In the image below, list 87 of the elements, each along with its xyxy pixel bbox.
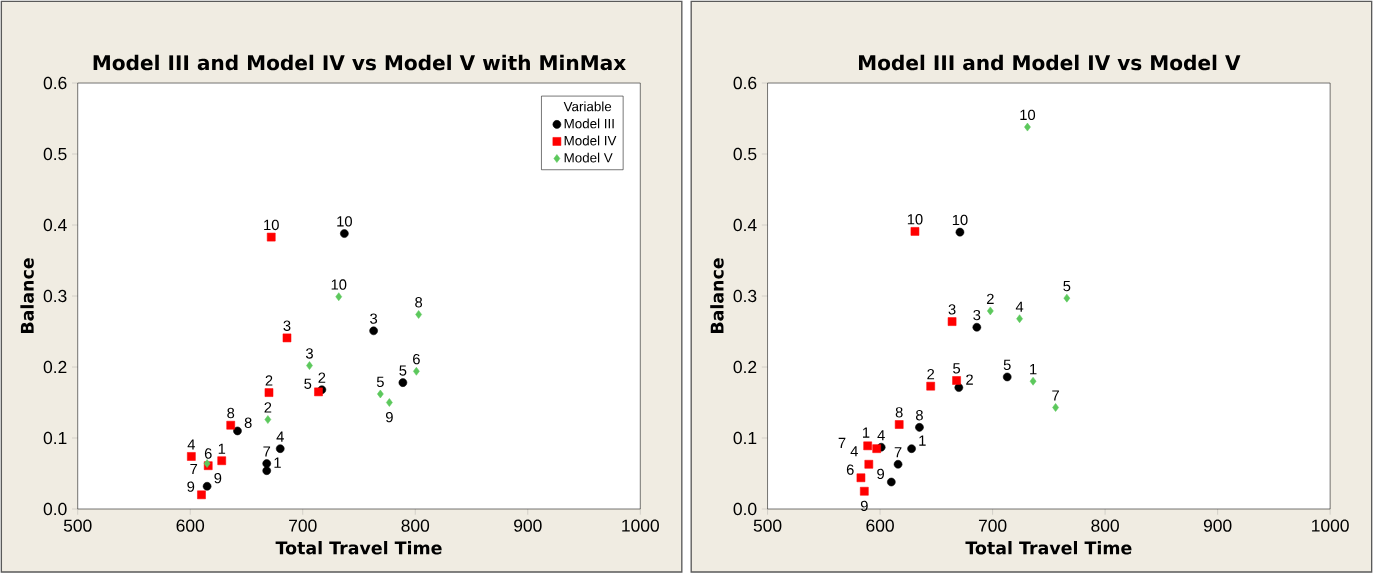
- annotation: 5: [376, 376, 384, 387]
- annotation: 3: [283, 320, 291, 331]
- annotation: 7: [1052, 390, 1059, 401]
- x-tick-label: 900: [1203, 519, 1232, 532]
- annotation: 10: [952, 214, 968, 226]
- x-tick-label: 900: [514, 519, 542, 532]
- y-tick-label: 0.2: [43, 360, 67, 374]
- legend-label: Model V: [564, 152, 613, 163]
- annotation: 4: [1015, 301, 1024, 312]
- annotation: 5: [1003, 359, 1011, 370]
- annotation: 2: [927, 368, 935, 380]
- annotation: 1: [218, 443, 226, 454]
- legend-label: Model III: [564, 118, 614, 129]
- chart-title: Model III and Model IV vs Model V with MinMax: [93, 54, 626, 71]
- annotation: 10: [1020, 109, 1036, 120]
- x-tick-label: 800: [401, 519, 430, 532]
- annotation: 2: [318, 372, 326, 383]
- y-tick-label: 0.0: [733, 502, 757, 516]
- annotation: 5: [1063, 280, 1071, 292]
- annotation: 5: [953, 363, 961, 374]
- annotation: 4: [877, 430, 885, 441]
- annotation: 10: [331, 279, 347, 290]
- x-tick-label: 500: [63, 519, 92, 532]
- chart-title: Model III and Model IV vs Model V: [859, 54, 1241, 71]
- annotation: 8: [915, 409, 923, 421]
- annotation: 9: [860, 500, 868, 511]
- legend-title: Variable: [563, 101, 612, 112]
- y-tick-label: 0.6: [43, 76, 67, 90]
- annotation: 9: [385, 411, 393, 423]
- annotation: 9: [877, 468, 884, 479]
- annotation: 1: [1030, 363, 1037, 375]
- annotation: 7: [838, 437, 846, 448]
- annotation: 5: [399, 365, 407, 376]
- y-axis-title: Balance: [20, 258, 34, 333]
- annotation: 2: [265, 375, 273, 386]
- y-tick-label: 0.5: [733, 147, 757, 161]
- annotation: 9: [187, 481, 195, 492]
- annotation: 7: [190, 463, 198, 474]
- x-axis-title: Total Travel Time: [965, 540, 1132, 555]
- annotation: 3: [973, 309, 981, 321]
- annotation: 10: [907, 213, 923, 225]
- annotation: 8: [415, 296, 423, 308]
- x-axis-title: Total Travel Time: [275, 540, 442, 555]
- y-tick-label: 0.2: [733, 360, 757, 374]
- annotation: 6: [204, 448, 212, 459]
- annotation: 3: [370, 313, 378, 324]
- annotation: 3: [948, 304, 956, 315]
- annotation: 5: [304, 378, 312, 389]
- annotation: 3: [305, 348, 313, 359]
- x-tick-label: 600: [866, 519, 894, 532]
- x-tick-label: 700: [289, 519, 317, 532]
- annotation: 1: [862, 427, 870, 438]
- annotation: 7: [894, 447, 902, 458]
- y-tick-label: 0.6: [733, 76, 757, 90]
- y-tick-label: 0.4: [733, 218, 757, 232]
- annotation: 8: [244, 417, 252, 428]
- y-tick-label: 0.0: [43, 502, 67, 516]
- y-tick-label: 0.4: [43, 218, 67, 232]
- annotation: 10: [264, 219, 279, 230]
- annotation: 4: [187, 439, 195, 450]
- annotation: 2: [966, 374, 973, 385]
- x-tick-label: 500: [753, 519, 782, 532]
- x-tick-label: 1000: [1312, 519, 1349, 532]
- annotation: 4: [276, 431, 284, 442]
- x-tick-label: 700: [978, 519, 1007, 532]
- x-tick-label: 600: [176, 519, 205, 532]
- annotation: 8: [227, 407, 235, 419]
- y-tick-label: 0.3: [733, 289, 757, 303]
- y-tick-label: 0.3: [43, 289, 67, 303]
- x-tick-label: 1000: [622, 519, 659, 532]
- annotation: 9: [214, 472, 222, 484]
- x-tick-label: 800: [1091, 519, 1119, 532]
- annotation: 6: [413, 353, 420, 365]
- y-tick-label: 0.1: [733, 431, 757, 445]
- annotation: 2: [264, 402, 272, 413]
- annotation: 1: [274, 457, 281, 468]
- y-tick-label: 0.1: [43, 431, 67, 445]
- legend-label: Model IV: [564, 135, 617, 146]
- y-tick-label: 0.5: [43, 147, 67, 161]
- annotation: 10: [337, 216, 352, 227]
- annotation: 7: [263, 446, 271, 457]
- annotation: 6: [846, 464, 854, 475]
- annotation: 1: [919, 435, 926, 446]
- y-axis-title: Balance: [710, 258, 724, 333]
- annotation: 2: [986, 293, 994, 304]
- annotation: 8: [895, 407, 903, 418]
- annotation: 4: [850, 446, 858, 457]
